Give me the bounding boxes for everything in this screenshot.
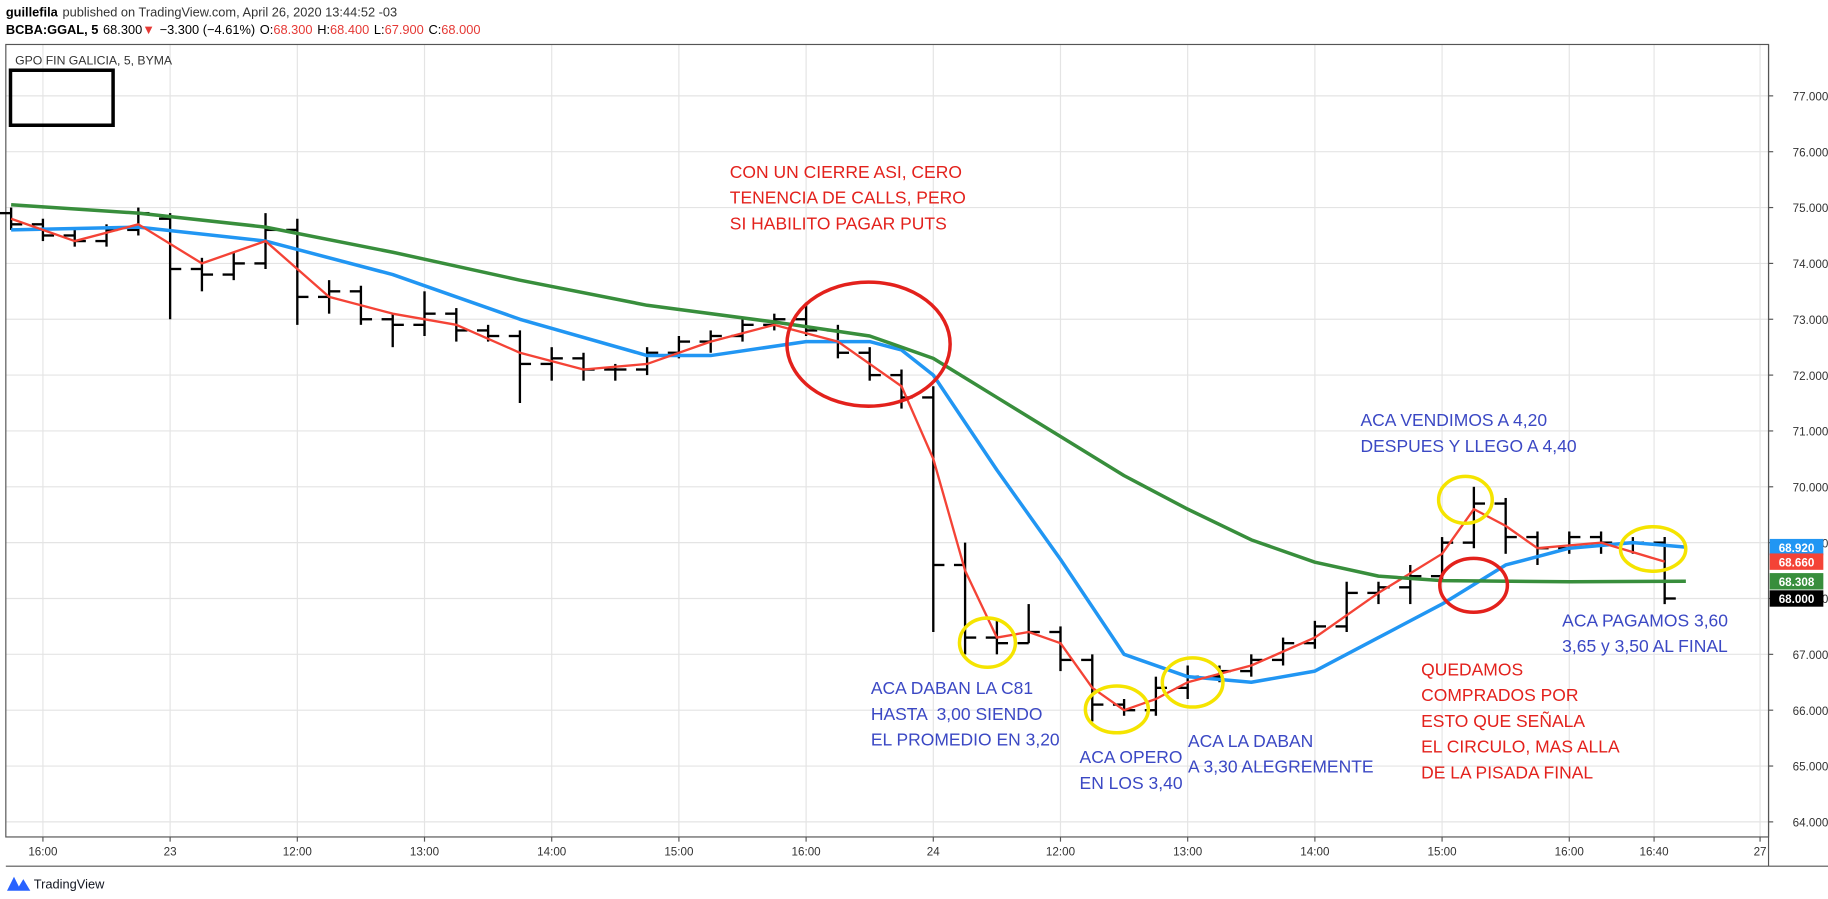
ma-line (11, 225, 1687, 685)
annotation: 3,65 y 3,50 AL FINAL (1562, 636, 1728, 656)
x-tick-label: 12:00 (283, 846, 313, 859)
y-tick-label: 73.000 (1793, 314, 1828, 327)
y-tick-label: 67.000 (1793, 649, 1828, 662)
y-tick-label: 65.000 (1793, 761, 1828, 774)
circle (1436, 474, 1494, 526)
c-label: C: (428, 22, 441, 37)
y-tick-label: 74.000 (1793, 258, 1828, 271)
annotation: TENENCIA DE CALLS, PERO (730, 188, 966, 208)
x-tick-label: 16:00 (28, 846, 58, 859)
circle (1438, 556, 1510, 614)
annotation: HASTA 3,00 SIENDO (871, 704, 1043, 724)
legend: GPO FIN GALICIA, 5, BYMA (15, 53, 173, 67)
x-tick-label: 15:00 (1427, 846, 1457, 859)
x-tick-label: 14:00 (1300, 846, 1330, 859)
footer-logo: TradingView (6, 876, 105, 891)
circle (785, 280, 952, 408)
x-tick-label: 14:00 (537, 846, 567, 859)
circle (1618, 525, 1688, 573)
x-tick-label: 15:00 (664, 846, 694, 859)
x-tick-label: 27 (1754, 846, 1767, 859)
annotation: COMPRADOS POR (1421, 685, 1578, 705)
annotation: DESPUES Y LLEGO A 4,40 (1361, 436, 1577, 456)
annotation: ACA VENDIMOS A 4,20 (1361, 410, 1548, 430)
circle (957, 616, 1018, 669)
symbol: BCBA:GGAL, 5 (6, 22, 99, 37)
price-tag-label: 68.920 (1779, 542, 1815, 555)
price-tag (1769, 553, 1824, 570)
x-tick-label: 16:40 (1639, 846, 1669, 859)
annotation: ACA OPERO (1080, 747, 1183, 767)
y-tick-label: 64.000 (1793, 817, 1828, 830)
l-label: L: (374, 22, 385, 37)
change: −3.300 (−4.61%) (160, 22, 255, 37)
y-tick-label: 75.000 (1793, 202, 1828, 215)
ma-line (11, 203, 1686, 584)
annotation: ESTO QUE SEÑALA (1421, 710, 1585, 731)
price-tag-label: 68.308 (1779, 576, 1815, 589)
annotation: QUEDAMOS (1421, 659, 1523, 679)
y-tick-label: 76.000 (1793, 146, 1828, 159)
y-tick-label: 72.000 (1793, 370, 1828, 383)
y-tick-label: 77.000 (1793, 91, 1828, 104)
x-tick-label: 13:00 (1173, 846, 1203, 859)
h-label: H: (317, 22, 330, 37)
annotations: CON UN CIERRE ASI, CERO TENENCIA DE CALLS… (730, 162, 1728, 793)
annotation: ACA DABAN LA C81 (871, 678, 1033, 698)
annotation: SI HABILITO PAGAR PUTS (730, 213, 947, 233)
annotation: A 3,30 ALEGREMENTE (1188, 757, 1374, 777)
o: 68.300 (273, 22, 312, 37)
annotation: ACA PAGAMOS 3,60 (1562, 610, 1728, 630)
x-tick-label: 12:00 (1046, 846, 1076, 859)
annotation: ACA LA DABAN (1188, 731, 1313, 751)
circles (785, 280, 1688, 735)
c: 68.000 (441, 22, 480, 37)
published: published on TradingView.com, April 26, … (62, 4, 397, 19)
x-tick-label: 16:00 (1555, 846, 1585, 859)
price-tag (1769, 538, 1824, 556)
price-tag (1769, 573, 1824, 590)
y-tick-label: 71.000 (1793, 426, 1828, 439)
ma-line (10, 217, 1666, 712)
annotation: EL PROMEDIO EN 3,20 (871, 730, 1060, 750)
l: 67.900 (385, 22, 424, 37)
annotation: EN LOS 3,40 (1080, 773, 1183, 793)
arrow: ▼ (142, 22, 155, 37)
blank-box (8, 68, 115, 128)
o-label: O: (260, 22, 274, 37)
price-tag-label: 68.000 (1779, 593, 1815, 606)
last: 68.300 (103, 22, 142, 37)
header-line2: BCBA:GGAL, 5 68.300▼ −3.300 (−4.61%) O:68.3… (6, 22, 481, 37)
x-tick-label: 16:00 (792, 846, 822, 859)
circle (1083, 684, 1151, 735)
x-tick-label: 24 (927, 846, 940, 859)
brand: TradingView (34, 876, 105, 891)
logo-icon (6, 876, 31, 891)
x-tick-label: 13:00 (410, 846, 440, 859)
header-line1: guillefila published on TradingView.com, … (6, 4, 397, 19)
circle (1160, 656, 1225, 709)
y-tick-label: 66.000 (1793, 705, 1828, 718)
annotation: DE LA PISADA FINAL (1421, 762, 1593, 782)
user: guillefila (6, 4, 59, 19)
annotation: CON UN CIERRE ASI, CERO (730, 162, 962, 182)
annotation: EL CIRCULO, MAS ALLA (1421, 737, 1620, 757)
h: 68.400 (330, 22, 369, 37)
price-tag-label: 68.660 (1779, 556, 1815, 569)
price-tag (1769, 590, 1824, 607)
x-tick-label: 23 (164, 846, 177, 859)
y-tick-label: 70.000 (1793, 481, 1828, 494)
